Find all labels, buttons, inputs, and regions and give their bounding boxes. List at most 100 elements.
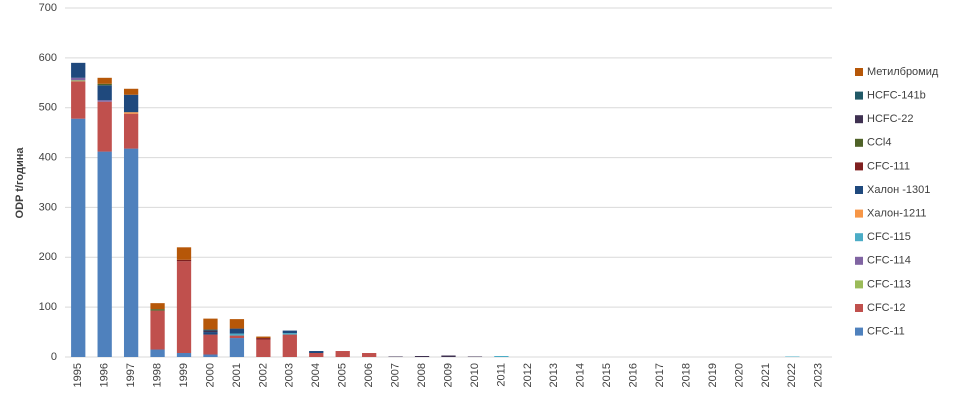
bar-segment — [414, 356, 430, 357]
bar-segment — [97, 83, 112, 86]
legend-swatch — [855, 304, 863, 312]
legend-swatch — [855, 233, 863, 242]
x-tick-label: 1997 — [125, 363, 137, 387]
bar-segment — [71, 81, 86, 119]
bar-segment — [176, 247, 192, 260]
x-tick-label: 1999 — [178, 363, 190, 387]
bar-segment — [71, 80, 86, 82]
x-tick-label: 2021 — [760, 363, 772, 387]
legend-label: CFC-111 — [867, 160, 910, 172]
x-tick-label: 1996 — [99, 363, 111, 387]
bar-segment — [123, 88, 139, 95]
bar-segment — [203, 318, 218, 330]
legend-label: CFC-11 — [867, 326, 905, 338]
y-tick-label: 500 — [39, 102, 57, 114]
x-tick-label: 2013 — [548, 363, 560, 387]
x-tick-label: 1995 — [72, 363, 84, 387]
x-tick-label: 2015 — [601, 363, 613, 387]
bar-segment — [150, 310, 165, 350]
y-axis-label: ODP t/година — [14, 147, 26, 219]
bar-segment — [494, 356, 509, 357]
x-tick-label: 2019 — [707, 363, 719, 387]
x-tick-label: 2002 — [257, 363, 269, 387]
legend-swatch — [855, 280, 863, 289]
bar-segment — [71, 118, 86, 357]
x-tick-label: 2008 — [416, 363, 428, 387]
bar-segment — [150, 309, 165, 311]
legend-swatch — [855, 186, 863, 194]
bar-segment — [229, 319, 245, 329]
y-tick-label: 400 — [39, 151, 57, 163]
legend-label: CFC-114 — [867, 255, 911, 267]
bar-segment — [229, 338, 245, 357]
legend-label: HCFC-141b — [867, 90, 926, 102]
x-tick-label: 2003 — [284, 363, 296, 387]
x-tick-label: 2010 — [469, 363, 481, 387]
bar-segment — [71, 77, 86, 81]
bar-segment — [123, 113, 139, 149]
legend-swatch — [855, 68, 863, 76]
bar-segment — [176, 353, 192, 357]
bar-segment — [203, 329, 218, 331]
y-tick-label: 300 — [39, 201, 57, 213]
legend-swatch — [855, 138, 863, 147]
y-tick-label: 0 — [51, 351, 57, 363]
x-tick-label: 2023 — [813, 363, 825, 387]
x-tick-label: 2018 — [680, 363, 692, 387]
bar-segment — [123, 94, 139, 113]
legend-swatch — [855, 327, 863, 336]
x-tick-label: 2020 — [733, 363, 745, 387]
bar-segment — [150, 303, 165, 310]
x-tick-label: 2009 — [442, 363, 454, 387]
bar-segment — [203, 334, 218, 355]
y-tick-label: 600 — [39, 52, 57, 64]
y-tick-label: 200 — [39, 251, 57, 263]
bar-segment — [176, 261, 192, 354]
bar-segment — [97, 100, 112, 102]
legend-swatch — [855, 256, 863, 265]
legend-label: Халон -1301 — [867, 184, 930, 196]
x-tick-label: 2006 — [363, 363, 375, 387]
bar-segment — [123, 148, 139, 357]
x-tick-label: 2004 — [310, 363, 322, 387]
x-tick-label: 2017 — [654, 363, 666, 387]
legend-swatch — [855, 209, 863, 218]
bar-segment — [97, 101, 112, 152]
legend-label: CFC-113 — [867, 278, 911, 290]
bar-segment — [97, 85, 112, 101]
bar-segment — [229, 333, 245, 336]
y-tick-label: 100 — [39, 301, 57, 313]
x-tick-label: 1998 — [151, 363, 163, 387]
legend-swatch — [855, 162, 863, 171]
bar-segment — [97, 151, 112, 357]
bar-segment — [256, 338, 271, 340]
x-tick-label: 2007 — [390, 363, 402, 387]
bar-segment — [229, 328, 245, 334]
bar-segment — [335, 351, 350, 357]
bar-segment — [71, 62, 86, 78]
bar-segment — [362, 353, 377, 357]
x-tick-label: 2011 — [495, 363, 507, 387]
bar-segment — [203, 332, 218, 335]
legend-label: Халон-1211 — [867, 208, 927, 220]
bar-segment — [256, 339, 271, 357]
bar-segment — [441, 355, 456, 357]
legend-label: CCl4 — [867, 137, 891, 149]
bar-segment — [282, 334, 297, 357]
bar-segment — [203, 354, 218, 357]
bar-segment — [97, 77, 112, 84]
legend-label: CFC-12 — [867, 302, 906, 314]
y-tick-label: 700 — [39, 2, 57, 14]
x-tick-label: 2012 — [522, 363, 534, 387]
bar-segment — [203, 330, 218, 333]
legend-swatch — [855, 115, 863, 124]
bar-segment — [282, 330, 297, 334]
bar-segment — [123, 112, 139, 114]
bar-segment — [229, 335, 245, 339]
legend-swatch — [855, 91, 863, 100]
x-tick-label: 2000 — [204, 363, 216, 387]
bar-segment — [282, 333, 297, 335]
bar-segment — [176, 259, 192, 262]
x-tick-label: 2022 — [786, 363, 798, 387]
